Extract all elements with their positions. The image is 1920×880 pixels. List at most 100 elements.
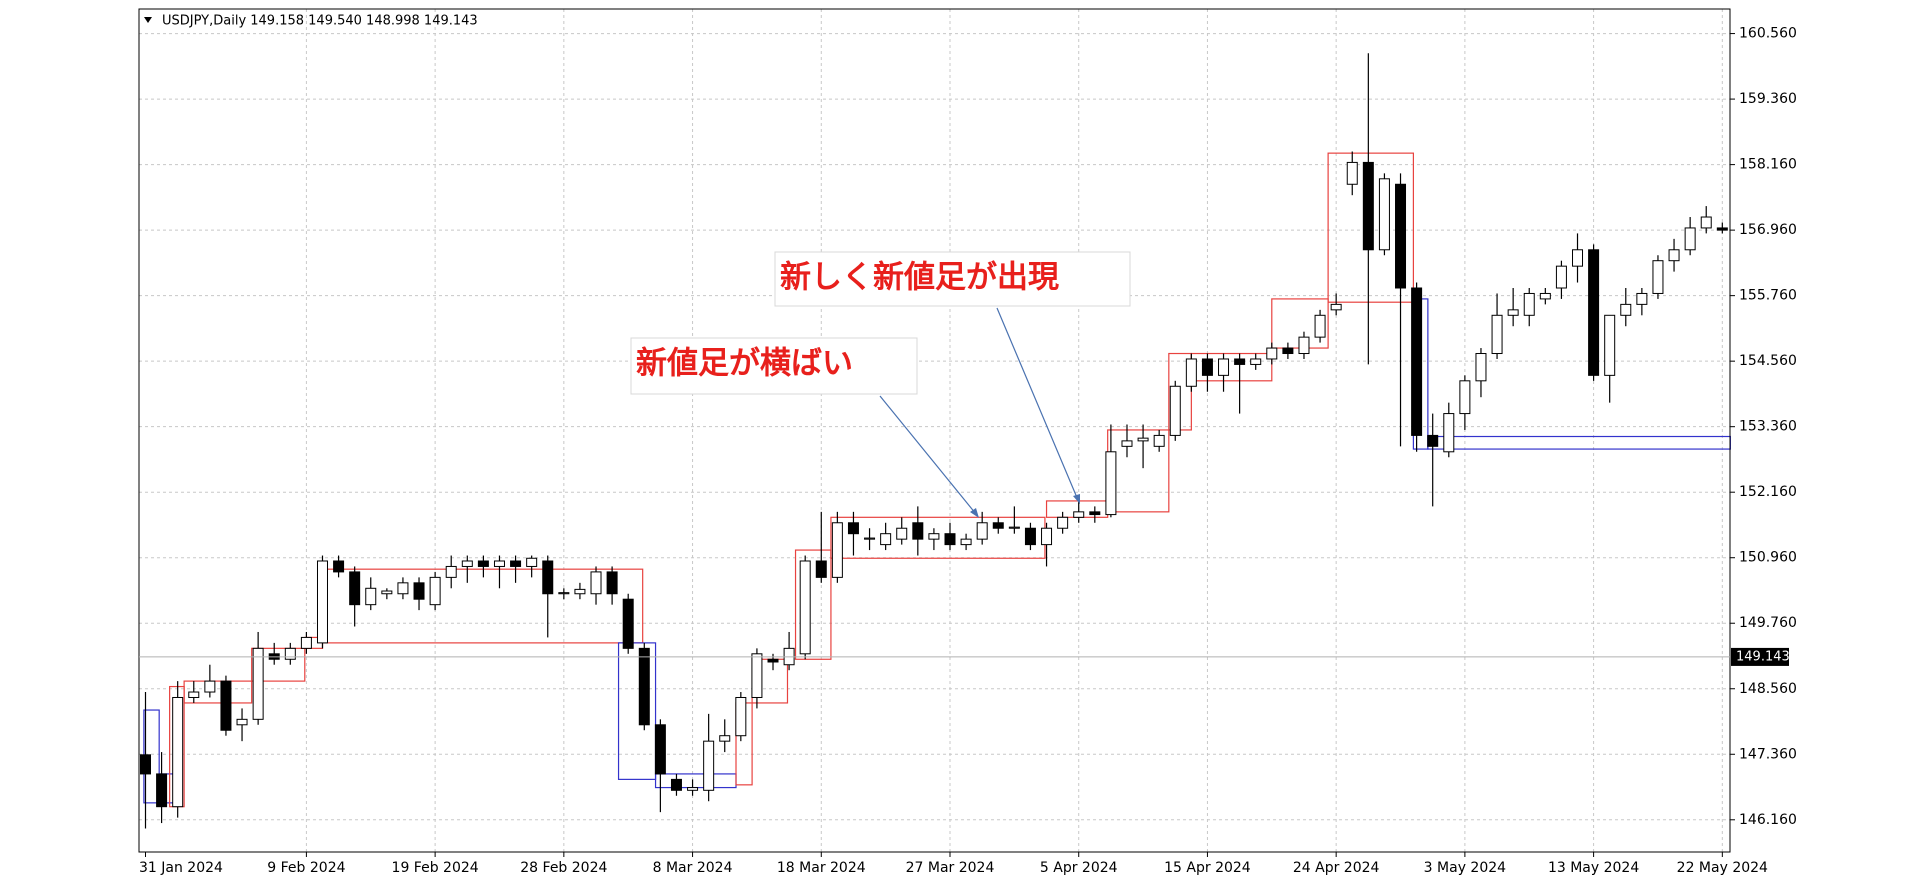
candle-body (654, 724, 666, 775)
candle-body (316, 560, 328, 644)
candle-body (1588, 249, 1600, 376)
candle-body (912, 522, 924, 540)
y-tick-label: 149.760 (1739, 615, 1797, 631)
new-price-box (1327, 152, 1414, 303)
candle-body (896, 527, 908, 540)
candle-body (1700, 216, 1712, 229)
candle-body (1137, 437, 1149, 442)
candle-body (847, 522, 859, 535)
candle-body (1201, 358, 1213, 376)
candle-body (670, 778, 682, 791)
candle-body (542, 560, 554, 595)
arrow-head (1073, 494, 1080, 504)
y-tick-label: 146.160 (1739, 812, 1797, 828)
annotation-box (630, 337, 918, 395)
y-tick-label: 148.560 (1739, 681, 1797, 697)
plot-frame (138, 8, 1731, 853)
x-tick-label: 22 May 2024 (1677, 860, 1768, 876)
candle-body (1282, 347, 1294, 355)
x-tick-label: 28 Feb 2024 (520, 860, 607, 876)
candle-body (831, 522, 843, 578)
candle-body (349, 571, 361, 606)
box-layer (143, 152, 1731, 808)
candle-body (1234, 358, 1246, 365)
new-price-box (654, 773, 737, 789)
candle-body (1057, 516, 1069, 529)
candle-body (1298, 336, 1310, 355)
candle-body (574, 588, 586, 595)
candle-body (1523, 292, 1535, 316)
last-price-tag (1731, 647, 1789, 666)
candle-body (284, 647, 296, 660)
candle-body (1459, 380, 1471, 415)
candle-body (944, 533, 956, 546)
candle-body (1153, 434, 1165, 447)
candle-body (864, 537, 876, 540)
last-price-label: 149.143 (1736, 649, 1790, 664)
candle-body (1378, 178, 1390, 251)
candle-body (1314, 314, 1326, 338)
x-tick-label: 5 Apr 2024 (1040, 860, 1118, 876)
y-tick-label: 156.960 (1739, 222, 1797, 238)
candle-body (1620, 303, 1632, 316)
y-tick-label: 152.160 (1739, 484, 1797, 500)
candle-body (156, 773, 168, 808)
candle-body (140, 754, 151, 775)
candle-body (1362, 161, 1374, 251)
annotation-text: 新しく新値足が出現 (780, 260, 1059, 296)
candle-body (1555, 265, 1567, 289)
candle-body (1024, 527, 1036, 546)
candle-body (365, 587, 377, 606)
candle-body (1346, 161, 1358, 185)
y-tick-label: 160.560 (1739, 26, 1797, 42)
x-tick-label: 8 Mar 2024 (653, 860, 733, 876)
candle-body (1668, 249, 1680, 262)
candle-body (1684, 227, 1696, 251)
candle-body (1491, 314, 1503, 355)
candle-body (1572, 249, 1584, 267)
candle-body (1475, 353, 1487, 382)
candle-body (1395, 183, 1407, 289)
annotation-new: 新しく新値足が出現 (774, 251, 1131, 504)
candle-body (204, 680, 216, 693)
candle-body (236, 718, 248, 726)
candle-body (751, 653, 763, 698)
candle-body (1411, 287, 1423, 436)
candle-body (397, 582, 409, 595)
y-tick-label: 153.360 (1739, 419, 1797, 435)
candle-body (960, 538, 972, 546)
candle-body (1105, 451, 1117, 516)
candle-body (220, 680, 232, 731)
candle-body (815, 560, 827, 578)
x-tick-label: 15 Apr 2024 (1164, 860, 1251, 876)
candle-body (493, 560, 505, 567)
x-tick-label: 3 May 2024 (1424, 860, 1506, 876)
candle-body (558, 592, 570, 595)
candle-body (638, 647, 650, 726)
x-tick-label: 18 Mar 2024 (777, 860, 866, 876)
candle-body (799, 560, 811, 655)
annotation-box (774, 251, 1131, 307)
candle-body (687, 787, 699, 791)
new-price-box (794, 549, 832, 660)
candle-body (381, 590, 393, 595)
candle-body (719, 735, 731, 742)
candle-body (445, 565, 457, 578)
candle-body (735, 696, 747, 737)
candle-body (1604, 314, 1616, 376)
x-tick-label: 9 Feb 2024 (267, 860, 345, 876)
candle-body (1089, 511, 1101, 516)
candle-body (1539, 292, 1551, 300)
candle-body (1008, 526, 1020, 529)
candle-body (1716, 227, 1728, 231)
candle-body (622, 598, 634, 649)
x-tick-label: 19 Feb 2024 (392, 860, 479, 876)
candle-body (1218, 358, 1230, 376)
new-price-box (617, 642, 657, 780)
candle-body (1073, 511, 1085, 518)
candle-body (1185, 358, 1197, 387)
candle-body (703, 740, 715, 791)
candle-body (333, 560, 345, 573)
candle-body (300, 636, 312, 649)
